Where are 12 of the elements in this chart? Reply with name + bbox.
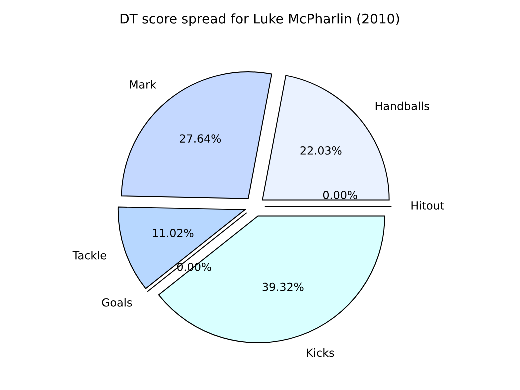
- data-label: 27.64%: [180, 134, 222, 143]
- chart-title: DT score spread for Luke McPharlin (2010): [120, 14, 400, 26]
- slice-label: Handballs: [376, 102, 430, 110]
- data-label: 39.32%: [262, 282, 304, 292]
- slice-label: Kicks: [307, 348, 334, 358]
- category-label: Hitout: [412, 201, 444, 210]
- slice-label: Tackle: [72, 251, 106, 260]
- data-label: 11.02%: [153, 229, 194, 238]
- slice-label: Mark: [130, 80, 157, 89]
- category-label: Goals: [102, 298, 132, 307]
- data-label: 22.03%: [300, 146, 342, 155]
- text: 0.00%: [323, 191, 358, 200]
